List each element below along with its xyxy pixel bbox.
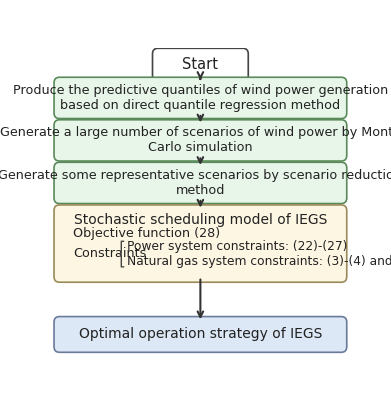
Text: Stochastic scheduling model of IEGS: Stochastic scheduling model of IEGS [74, 213, 327, 227]
Text: Power system constraints: (22)-(27): Power system constraints: (22)-(27) [127, 240, 347, 253]
FancyBboxPatch shape [54, 205, 347, 282]
Text: Produce the predictive quantiles of wind power generation
based on direct quanti: Produce the predictive quantiles of wind… [13, 84, 388, 112]
FancyBboxPatch shape [54, 162, 347, 204]
FancyBboxPatch shape [152, 48, 248, 82]
Text: Start: Start [182, 58, 219, 72]
Text: Optimal operation strategy of IEGS: Optimal operation strategy of IEGS [79, 328, 322, 342]
Text: Generate a large number of scenarios of wind power by Monte
Carlo simulation: Generate a large number of scenarios of … [0, 126, 391, 154]
FancyBboxPatch shape [54, 316, 347, 352]
Text: Natural gas system constraints: (3)-(4) and (9)-(21): Natural gas system constraints: (3)-(4) … [127, 255, 391, 268]
FancyBboxPatch shape [54, 120, 347, 161]
FancyBboxPatch shape [54, 77, 347, 118]
Text: Objective function (28): Objective function (28) [73, 227, 220, 240]
Text: Constraints: Constraints [73, 247, 147, 260]
Text: Generate some representative scenarios by scenario reduction
method: Generate some representative scenarios b… [0, 169, 391, 197]
